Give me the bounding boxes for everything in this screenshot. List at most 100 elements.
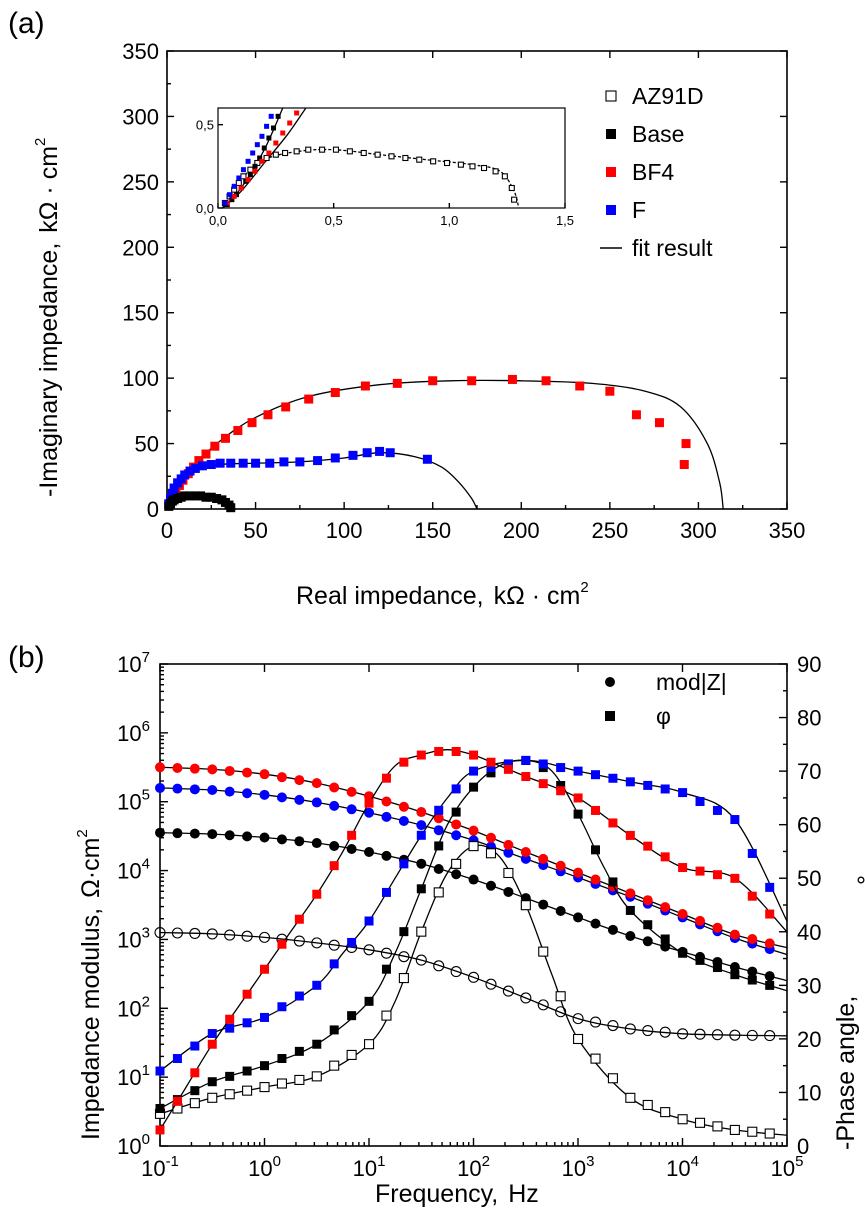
- inset-point-f: [240, 167, 246, 173]
- panel-b-ylabel-exp: 2: [74, 829, 91, 837]
- panel-b-modulus-fit-bf4: [159, 766, 788, 949]
- panel-b-phase-point-bf4: [434, 746, 444, 756]
- panel-b-phase-point-bf4: [469, 750, 479, 760]
- inset-point-az91d: [263, 154, 270, 162]
- panel-a-point-bf4: [507, 374, 517, 384]
- panel-b-phase-point-az91d: [520, 900, 531, 911]
- panel-b-modulus-point-az91d: [659, 1026, 671, 1038]
- panel-a-point-f: [295, 457, 305, 467]
- panel-b-phase-point-f: [678, 788, 688, 798]
- inset-data: [221, 107, 520, 209]
- panel-a-point-f: [180, 470, 190, 480]
- panel-b-modulus-point-az91d: [450, 966, 462, 978]
- panel-b-modulus-point-bf4: [555, 860, 566, 871]
- panel-b-modulus-point-f: [416, 820, 427, 831]
- panel-b-phase-point-az91d: [468, 841, 479, 852]
- panel-a-point-base: [180, 491, 190, 501]
- inset-point-f: [254, 142, 260, 148]
- panel-b-modulus-point-az91d: [607, 1019, 619, 1032]
- inset-point-az91d: [374, 151, 381, 158]
- panel-b-phase-point-bf4: [538, 779, 548, 789]
- panel-b-phase-point-f: [712, 805, 722, 815]
- panel-b-modulus-point-az91d: [398, 951, 410, 963]
- panel-b-modulus-point-bf4: [189, 763, 200, 774]
- svg-text:Frequency,Hz: Frequency, Hz: [375, 1180, 539, 1208]
- panel-b-modulus-point-az91d: [485, 978, 497, 990]
- inset-point-base: [252, 163, 258, 169]
- panel-b-modulus-point-az91d: [468, 971, 480, 983]
- panel-b-y-tick-label-exp: 6: [142, 718, 150, 735]
- panel-a-point-bf4: [201, 449, 211, 459]
- panel-b-phase-point-f: [625, 777, 635, 787]
- panel-b-modulus-point-f: [207, 785, 218, 796]
- panel-b-phase-point-bf4: [416, 750, 426, 760]
- panel-b-y-tick-label-base: 10: [117, 790, 141, 815]
- panel-b-phase-point-base: [486, 768, 496, 778]
- panel-b-xlabel-text: Frequency,: [375, 1180, 498, 1208]
- panel-a-point-bf4: [233, 425, 243, 435]
- panel-b-y2-tick-label: 70: [797, 759, 821, 784]
- legend-a-label: BF4: [632, 159, 674, 185]
- panel-b-modulus-point-bf4: [416, 807, 427, 818]
- panel-b-modulus-point-bf4: [207, 764, 218, 775]
- panel-a-point-f: [330, 453, 340, 463]
- panel-b-y-tick-label-base: 10: [117, 1134, 141, 1159]
- svg-text:-Imaginary impedance,kΩ · cm2: -Imaginary impedance, kΩ · cm2: [32, 138, 63, 497]
- panel-b-phase-point-bf4: [591, 805, 601, 815]
- panel-b-phase-point-base: [643, 920, 653, 930]
- panel-b-phase-point-base: [155, 1104, 165, 1114]
- panel-b-phase-point-f: [155, 1066, 165, 1076]
- panel-b-y2label-unit: °: [841, 875, 865, 885]
- panel-a-point-f: [215, 458, 225, 468]
- panel-a-point-f: [265, 458, 275, 468]
- panel-b-phase-point-base: [556, 781, 566, 791]
- inset-y-tick-label: 0,5: [196, 118, 214, 133]
- panel-b-modulus-point-bf4: [660, 902, 671, 913]
- panel-b-modulus-point-base: [729, 962, 740, 973]
- panel-b-phase-point-az91d: [485, 848, 497, 859]
- panel-b-phase-point-base: [277, 1054, 287, 1064]
- panel-b-phase-point-f: [765, 882, 775, 892]
- panel-b-phase-point-bf4: [556, 786, 566, 796]
- panel-b-x-tick-label: 101: [353, 1153, 386, 1181]
- panel-b-y-tick-label-exp: 0: [142, 1131, 150, 1148]
- panel-b-x-tick-label: 105: [771, 1153, 804, 1181]
- panel-b-phase-point-az91d: [242, 1085, 253, 1096]
- panel-b-y-tick-label: 100: [117, 1131, 150, 1159]
- panel-b-modulus-point-bf4: [503, 839, 514, 850]
- panel-b-phase-point-base: [329, 1025, 339, 1035]
- panel-a-point-f: [251, 458, 261, 468]
- panel-b-phase-point-f: [608, 773, 618, 783]
- panel-a-point-base: [226, 503, 236, 513]
- panel-b-modulus-point-az91d: [189, 927, 201, 940]
- panel-b-y2label-text: -Phase angle,: [832, 996, 860, 1150]
- inset-point-f: [222, 200, 228, 206]
- panel-b-modulus-point-bf4: [276, 772, 287, 783]
- panel-b-phase-point-f: [747, 848, 757, 858]
- panel-b-phase-point-f: [469, 766, 479, 776]
- panel-b-modulus-point-az91d: [154, 926, 166, 939]
- svg-text:Real impedance,kΩ · cm2: Real impedance, kΩ · cm2: [296, 579, 589, 610]
- panel-a-point-base: [201, 492, 211, 502]
- panel-b-modulus-point-f: [346, 804, 357, 815]
- panel-b-phase-point-az91d: [747, 1126, 758, 1137]
- panel-b-phase-point-bf4: [399, 757, 409, 767]
- panel-a-point-bf4: [304, 394, 314, 404]
- panel-b-modulus-point-az91d: [677, 1028, 689, 1040]
- panel-b-xlabel-unit: Hz: [508, 1180, 539, 1208]
- panel-b-phase-point-bf4: [225, 1014, 235, 1024]
- panel-b-phase-point-az91d: [642, 1099, 653, 1111]
- panel-b-phase-point-base: [347, 1011, 357, 1021]
- panel-b-phase-point-az91d: [398, 973, 409, 984]
- panel-a-point-base: [185, 491, 195, 501]
- panel-a-point-f: [348, 450, 358, 460]
- legend-a-marker-base: [606, 129, 616, 139]
- panel-b-modulus-point-bf4: [747, 933, 758, 944]
- panel-b-phase-point-base: [608, 877, 618, 887]
- panel-b-phase-point-az91d: [677, 1114, 688, 1125]
- panel-b-x-tick-label-exp: 5: [795, 1153, 803, 1170]
- panel-a-x-tick-label: 250: [591, 518, 628, 543]
- panel-b-modulus-point-bf4: [381, 796, 392, 807]
- panel-b-y2-axis-label: °: [841, 875, 865, 885]
- inset-point-az91d: [443, 159, 451, 167]
